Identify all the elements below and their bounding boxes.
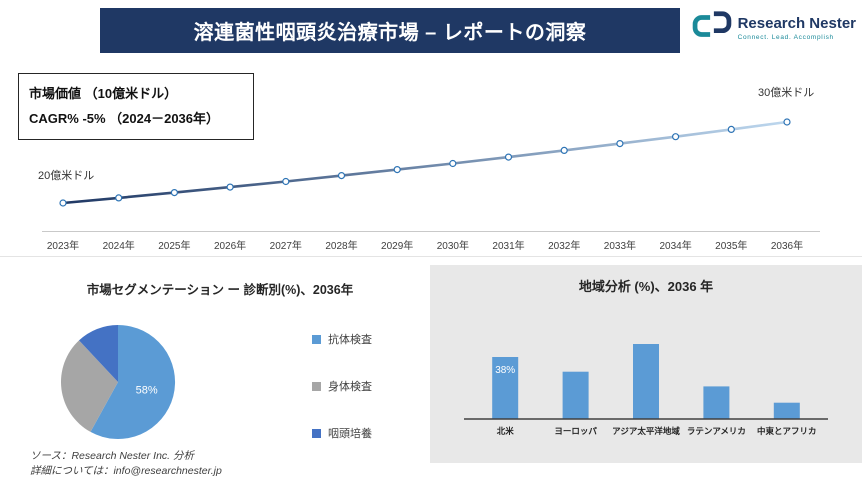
region-bar-label: ヨーロッパ	[554, 426, 597, 436]
x-axis-label: 2036年	[770, 241, 804, 252]
x-axis-label: 2024年	[102, 241, 135, 252]
market-info-box: 市場価値 （10億米ドル） CAGR% -5% （2024－2036年）	[18, 73, 254, 141]
region-bar	[773, 402, 800, 419]
title-banner: 溶連菌性咽頭炎治療市場 – レポートの洞察	[100, 8, 680, 53]
section-divider	[0, 256, 862, 257]
bar-data-label: 38%	[495, 365, 515, 376]
line-start-value-label: 20億米ドル	[38, 170, 95, 182]
x-axis-label: 2032年	[548, 241, 581, 252]
logo-name: Research Nester	[737, 14, 856, 32]
pie-chart-svg: 58%	[60, 324, 176, 439]
region-bar	[633, 344, 659, 419]
x-axis-label: 2034年	[659, 241, 692, 252]
x-axis-label: 2030年	[436, 241, 469, 252]
pie-legend: 抗体検査 身体検査 咽頭培養	[312, 331, 372, 472]
legend-label: 抗体検査	[328, 334, 372, 346]
page-title: 溶連菌性咽頭炎治療市場 – レポートの洞察	[193, 22, 587, 44]
region-bar	[562, 371, 589, 419]
legend-swatch-culture	[312, 428, 321, 438]
logo-mark-icon	[691, 10, 733, 47]
x-axis-label: 2023年	[46, 241, 80, 252]
legend-label: 咽頭培養	[328, 428, 372, 440]
pie-slice	[90, 324, 176, 439]
x-axis-label: 2026年	[213, 241, 247, 252]
region-bar	[492, 357, 519, 419]
line-end-value-label: 30億米ドル	[758, 87, 815, 99]
region-bar-label: 北米	[497, 426, 515, 436]
region-panel: 地域分析 (%)、2036 年 北米 ヨーロッパ アジア太平洋地域 ラテンアメリカ 中東…	[430, 265, 862, 463]
footer: ソース：Research Nester Inc. 分析 詳細については：info…	[30, 449, 222, 479]
footer-source: ソース：Research Nester Inc. 分析	[30, 450, 195, 462]
bar-chart-svg: 北米 ヨーロッパ アジア太平洋地域 ラテンアメリカ 中東とアフリカ 38%	[464, 344, 828, 436]
region-chart-title: 地域分析 (%)、2036 年	[578, 279, 714, 294]
x-axis-label: 2027年	[269, 241, 302, 252]
pie-data-label: 58%	[136, 384, 158, 396]
footer-details: 詳細については：info@researchnester.jp	[30, 465, 222, 478]
pie-chart-title: 市場セグメンテーション ー 診断別(%)、2036年	[86, 283, 354, 297]
region-bar-label: 中東とアフリカ	[757, 426, 817, 436]
logo: Research Nester Connect. Lead. Accomplis…	[691, 10, 856, 47]
market-value-label: 市場価値 （10億米ドル）	[29, 86, 178, 101]
legend-label: 身体検査	[328, 381, 372, 393]
pie-slice	[60, 340, 118, 432]
x-axis-labels: 2023年 2024年 2025年 2026年 2027年 2028年 2029年 2030年…	[0, 237, 862, 253]
logo-tagline: Connect. Lead. Accomplish	[737, 34, 834, 42]
legend-item: 抗体検査	[312, 331, 372, 347]
pie-slice	[79, 325, 118, 382]
region-bar-label: ラテンアメリカ	[687, 426, 746, 436]
x-axis-label: 2025年	[158, 241, 191, 252]
x-axis-label: 2029年	[381, 241, 414, 252]
region-bar-label: アジア太平洋地域	[612, 426, 680, 436]
x-axis-label: 2028年	[325, 241, 358, 252]
x-axis-label: 2033年	[603, 241, 637, 252]
legend-swatch-physical	[312, 381, 321, 391]
x-axis-line	[42, 231, 820, 232]
line-chart-svg	[59, 118, 791, 207]
legend-item: 咽頭培養	[312, 425, 372, 441]
legend-swatch-antibody	[312, 334, 321, 344]
x-axis-label: 2031年	[492, 241, 525, 252]
cagr-label: CAGR% -5% （2024－2036年）	[29, 110, 220, 126]
x-axis-label: 2035年	[715, 241, 748, 252]
region-bar	[703, 386, 730, 419]
legend-item: 身体検査	[312, 378, 372, 394]
